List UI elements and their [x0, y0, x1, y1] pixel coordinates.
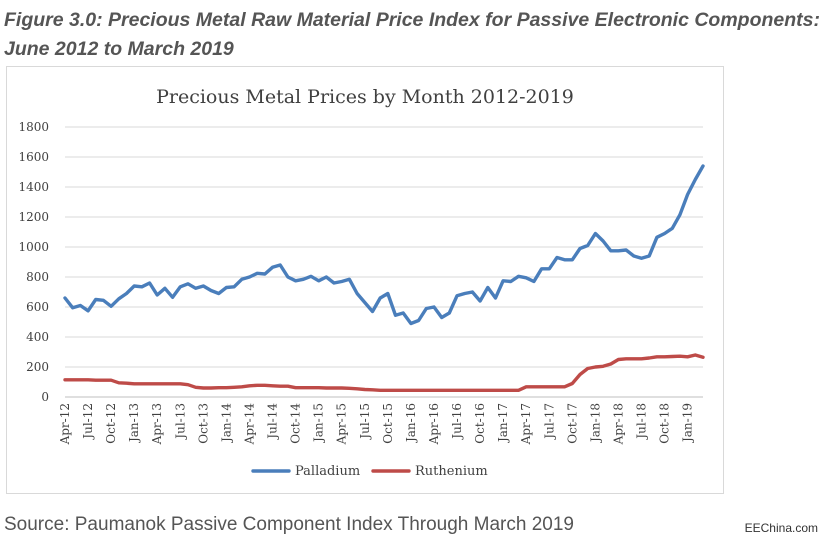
x-tick-label: Jan-13 — [127, 403, 141, 444]
source-caption: Source: Paumanok Passive Component Index… — [4, 514, 574, 535]
y-axis-ticks: 0 200 400 600 800 1000 1200 1400 1600 1800 — [18, 120, 49, 404]
x-tick-label: Jan-17 — [496, 403, 510, 444]
y-tick-label: 1000 — [18, 240, 49, 254]
x-tick-label: Apr-12 — [58, 403, 72, 445]
x-tick-label: Jan-16 — [404, 403, 418, 444]
legend-label: Ruthenium — [415, 464, 488, 479]
y-tick-label: 1600 — [18, 150, 49, 164]
x-tick-label: Oct-16 — [473, 403, 487, 444]
y-tick-label: 0 — [41, 390, 49, 404]
x-tick-label: Jul-13 — [173, 403, 187, 441]
x-tick-label: Oct-18 — [658, 403, 672, 444]
x-tick-label: Jul-15 — [358, 403, 372, 441]
y-tick-label: 200 — [26, 360, 49, 374]
y-tick-label: 800 — [26, 270, 49, 284]
x-tick-label: Apr-17 — [519, 403, 533, 445]
legend-item-ruthenium: Ruthenium — [371, 464, 488, 479]
chart-title: Precious Metal Prices by Month 2012-2019 — [156, 86, 574, 108]
x-tick-label: Apr-13 — [150, 403, 164, 445]
x-tick-label: Apr-16 — [427, 403, 441, 445]
series-line-palladium — [63, 164, 705, 326]
x-tick-label: Apr-18 — [611, 403, 625, 445]
x-tick-label: Jul-12 — [81, 403, 95, 441]
series-lines — [63, 164, 705, 392]
legend-label: Palladium — [295, 464, 360, 479]
x-tick-label: Jul-17 — [542, 403, 556, 441]
series-line-ruthenium — [63, 353, 705, 392]
y-tick-label: 1800 — [18, 120, 49, 134]
x-tick-label: Oct-15 — [381, 403, 395, 444]
x-tick-label: Jan-19 — [681, 403, 695, 444]
y-tick-label: 400 — [26, 330, 49, 344]
x-tick-label: Oct-17 — [565, 403, 579, 444]
x-tick-label: Jul-16 — [450, 403, 464, 441]
legend-item-palladium: Palladium — [251, 464, 360, 479]
x-tick-label: Oct-12 — [104, 403, 118, 444]
figure-title: Figure 3.0: Precious Metal Raw Material … — [4, 9, 821, 60]
x-tick-label: Apr-14 — [242, 403, 256, 446]
y-tick-label: 1200 — [18, 210, 49, 224]
x-tick-label: Apr-15 — [335, 403, 349, 445]
x-axis-ticks: Apr-12 Jul-12 Oct-12 Jan-13 Apr-13 Jul-13 Oct-… — [58, 403, 695, 446]
x-tick-label: Oct-14 — [289, 403, 303, 444]
gridlines — [65, 126, 703, 398]
y-tick-label: 600 — [26, 300, 49, 314]
y-tick-label: 1400 — [18, 180, 49, 194]
x-tick-label: Oct-13 — [196, 403, 210, 444]
x-tick-label: Jul-18 — [635, 403, 649, 441]
x-tick-label: Jan-14 — [219, 403, 233, 444]
x-tick-label: Jul-14 — [266, 403, 280, 441]
chart-frame: Precious Metal Prices by Month 2012-2019… — [6, 66, 724, 494]
line-chart: Precious Metal Prices by Month 2012-2019… — [18, 86, 705, 479]
x-tick-label: Jan-15 — [312, 403, 326, 444]
brand-watermark: EEChina.com — [744, 521, 818, 535]
legend: Palladium Ruthenium — [251, 464, 488, 479]
x-tick-label: Jan-18 — [588, 403, 602, 444]
